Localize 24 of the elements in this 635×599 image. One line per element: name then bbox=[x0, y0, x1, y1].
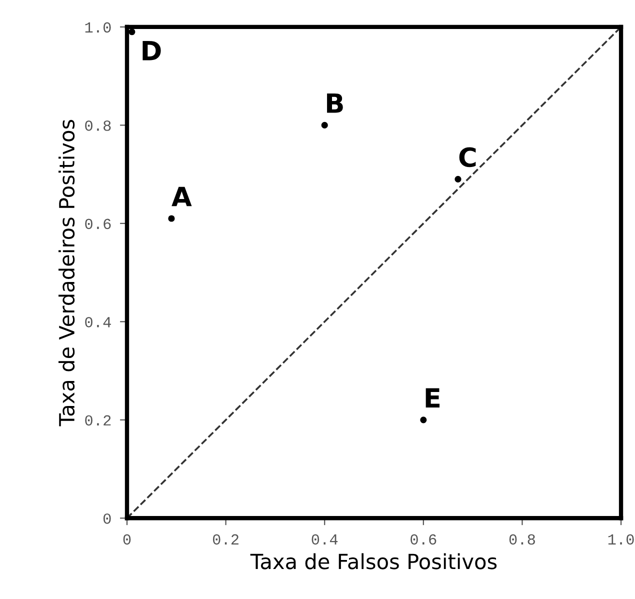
annotation: A bbox=[172, 186, 192, 206]
x-tick-label: 0.6 bbox=[410, 534, 436, 545]
y-tick-label: 0 bbox=[103, 513, 111, 524]
annotation: B bbox=[327, 94, 343, 113]
x-axis-title: Taxa de Falsos Positivos bbox=[250, 553, 497, 570]
y-tick-label: 0.4 bbox=[85, 316, 111, 328]
point bbox=[454, 176, 462, 183]
y-tick-label: 0.6 bbox=[85, 218, 111, 230]
y-tick-label: 0.2 bbox=[85, 415, 111, 426]
point bbox=[128, 28, 136, 36]
point bbox=[168, 215, 175, 222]
x-tick-label: 0.8 bbox=[509, 534, 535, 545]
annotation: C bbox=[459, 147, 476, 168]
point bbox=[420, 416, 427, 424]
y-tick-label: 1.0 bbox=[85, 22, 111, 33]
annotation: E bbox=[426, 388, 440, 408]
x-tick-label: 0.4 bbox=[312, 534, 338, 545]
x-tick-label: 0.2 bbox=[212, 534, 238, 545]
y-tick-label: 0.8 bbox=[85, 120, 111, 131]
point bbox=[321, 122, 328, 128]
x-tick-label: 1.0 bbox=[608, 534, 634, 545]
x-tick-label: 0 bbox=[123, 534, 131, 545]
annotation: D bbox=[142, 41, 161, 60]
y-axis-title: Taxa de Verdadeiros Positivos bbox=[58, 120, 75, 426]
